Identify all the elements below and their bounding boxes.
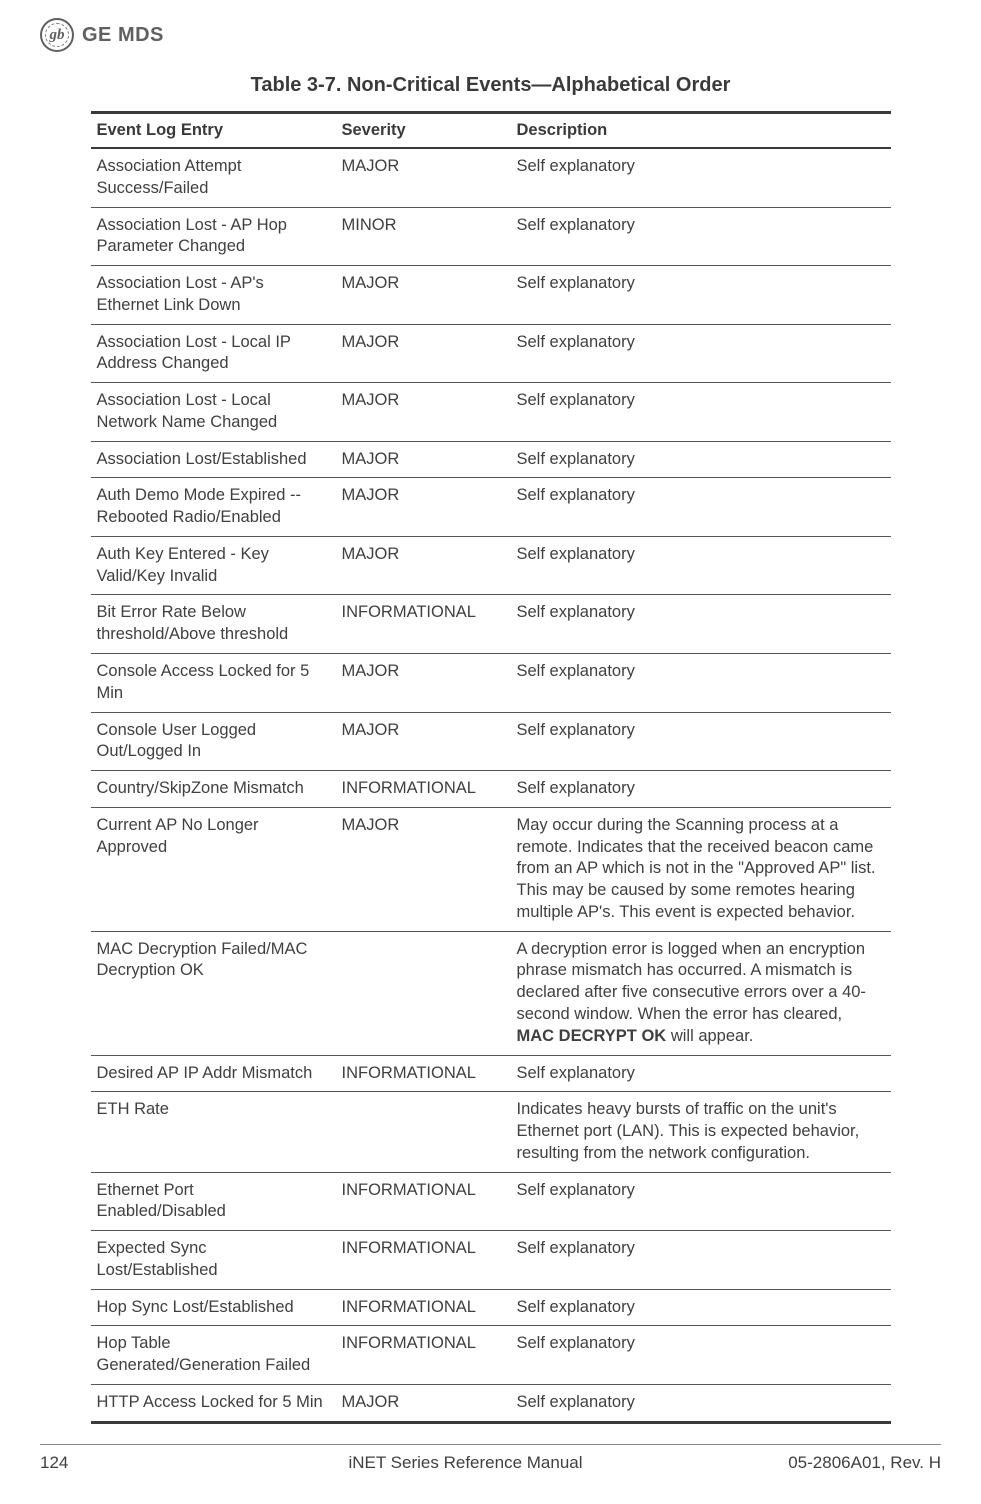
event-log-entry-cell: Expected Sync Lost/Established (91, 1231, 336, 1290)
footer-manual-title: iNET Series Reference Manual (190, 1453, 741, 1473)
severity-cell: INFORMATIONAL (336, 1055, 511, 1092)
description-cell: Self explanatory (511, 1289, 891, 1326)
event-log-entry-cell: Console Access Locked for 5 Min (91, 654, 336, 713)
event-log-entry-cell: Hop Table Generated/Generation Failed (91, 1326, 336, 1385)
table-row: Country/SkipZone MismatchINFORMATIONALSe… (91, 771, 891, 808)
description-cell: Self explanatory (511, 1326, 891, 1385)
event-log-entry-cell: HTTP Access Locked for 5 Min (91, 1384, 336, 1422)
description-cell: Self explanatory (511, 595, 891, 654)
table-row: Bit Error Rate Below threshold/Above thr… (91, 595, 891, 654)
severity-cell (336, 931, 511, 1055)
description-cell: Self explanatory (511, 1231, 891, 1290)
severity-cell: INFORMATIONAL (336, 1289, 511, 1326)
description-cell: Self explanatory (511, 441, 891, 478)
event-log-entry-cell: Auth Key Entered - Key Valid/Key Invalid (91, 536, 336, 595)
col-header-severity: Severity (336, 113, 511, 149)
severity-cell: MAJOR (336, 441, 511, 478)
severity-cell: INFORMATIONAL (336, 1326, 511, 1385)
brand-header: gb GE MDS (40, 18, 941, 52)
col-header-description: Description (511, 113, 891, 149)
event-log-entry-cell: Country/SkipZone Mismatch (91, 771, 336, 808)
table-row: Association Attempt Success/FailedMAJORS… (91, 148, 891, 207)
description-cell: Self explanatory (511, 324, 891, 383)
event-log-entry-cell: Association Lost - AP Hop Parameter Chan… (91, 207, 336, 266)
document-page: gb GE MDS Table 3-7. Non-Critical Events… (0, 0, 981, 1485)
table-row: Auth Demo Mode Expired -- Rebooted Radio… (91, 478, 891, 537)
table-row: Hop Table Generated/Generation FailedINF… (91, 1326, 891, 1385)
event-log-entry-cell: Association Lost - Local Network Name Ch… (91, 383, 336, 442)
description-cell: Self explanatory (511, 1055, 891, 1092)
table-row: Desired AP IP Addr MismatchINFORMATIONAL… (91, 1055, 891, 1092)
description-cell: A decryption error is logged when an enc… (511, 931, 891, 1055)
event-log-entry-cell: Console User Logged Out/Logged In (91, 712, 336, 771)
severity-cell: MAJOR (336, 324, 511, 383)
table-row: ETH Rate Indicates heavy bursts of traffi… (91, 1092, 891, 1172)
description-cell: Self explanatory (511, 207, 891, 266)
severity-cell: MAJOR (336, 383, 511, 442)
severity-cell: INFORMATIONAL (336, 1231, 511, 1290)
table-header-row: Event Log Entry Severity Description (91, 113, 891, 149)
table-row: MAC Decryption Failed/MAC Decryption OK A… (91, 931, 891, 1055)
events-table: Event Log Entry Severity Description Ass… (91, 111, 891, 1424)
col-header-entry: Event Log Entry (91, 113, 336, 149)
event-log-entry-cell: Association Lost/Established (91, 441, 336, 478)
event-log-entry-cell: Hop Sync Lost/Established (91, 1289, 336, 1326)
severity-cell (336, 1092, 511, 1172)
footer-page-number: 124 (40, 1453, 190, 1473)
table-row: Current AP No Longer ApprovedMAJORMay oc… (91, 807, 891, 931)
description-cell: Self explanatory (511, 383, 891, 442)
table-row: Association Lost - Local Network Name Ch… (91, 383, 891, 442)
description-cell: Self explanatory (511, 771, 891, 808)
table-row: Association Lost/EstablishedMAJORSelf ex… (91, 441, 891, 478)
event-log-entry-cell: Ethernet Port Enabled/Disabled (91, 1172, 336, 1231)
brand-name: GE MDS (82, 24, 164, 47)
description-cell: Self explanatory (511, 1172, 891, 1231)
table-title: Table 3-7. Non-Critical Events—Alphabeti… (40, 74, 941, 97)
event-log-entry-cell: MAC Decryption Failed/MAC Decryption OK (91, 931, 336, 1055)
description-cell: Self explanatory (511, 266, 891, 325)
severity-cell: INFORMATIONAL (336, 1172, 511, 1231)
page-footer: 124 iNET Series Reference Manual 05-2806… (40, 1444, 941, 1473)
severity-cell: MAJOR (336, 807, 511, 931)
severity-cell: MAJOR (336, 266, 511, 325)
event-log-entry-cell: Association Attempt Success/Failed (91, 148, 336, 207)
severity-cell: MAJOR (336, 478, 511, 537)
description-cell: Self explanatory (511, 478, 891, 537)
event-log-entry-cell: Association Lost - AP's Ethernet Link Do… (91, 266, 336, 325)
severity-cell: MAJOR (336, 1384, 511, 1422)
description-cell: Self explanatory (511, 1384, 891, 1422)
description-cell: Self explanatory (511, 712, 891, 771)
event-log-entry-cell: Current AP No Longer Approved (91, 807, 336, 931)
severity-cell: INFORMATIONAL (336, 771, 511, 808)
description-cell: Self explanatory (511, 148, 891, 207)
event-log-entry-cell: Bit Error Rate Below threshold/Above thr… (91, 595, 336, 654)
table-row: Association Lost - AP's Ethernet Link Do… (91, 266, 891, 325)
severity-cell: MAJOR (336, 148, 511, 207)
severity-cell: INFORMATIONAL (336, 595, 511, 654)
severity-cell: MAJOR (336, 536, 511, 595)
event-log-entry-cell: ETH Rate (91, 1092, 336, 1172)
table-row: Console Access Locked for 5 MinMAJORSelf… (91, 654, 891, 713)
table-row: Expected Sync Lost/EstablishedINFORMATIO… (91, 1231, 891, 1290)
description-cell: Indicates heavy bursts of traffic on the… (511, 1092, 891, 1172)
severity-cell: MAJOR (336, 712, 511, 771)
description-cell: Self explanatory (511, 536, 891, 595)
table-row: Auth Key Entered - Key Valid/Key Invalid… (91, 536, 891, 595)
severity-cell: MINOR (336, 207, 511, 266)
table-row: HTTP Access Locked for 5 MinMAJORSelf ex… (91, 1384, 891, 1422)
table-row: Association Lost - AP Hop Parameter Chan… (91, 207, 891, 266)
severity-cell: MAJOR (336, 654, 511, 713)
table-row: Ethernet Port Enabled/DisabledINFORMATIO… (91, 1172, 891, 1231)
description-cell: May occur during the Scanning process at… (511, 807, 891, 931)
description-cell: Self explanatory (511, 654, 891, 713)
event-log-entry-cell: Association Lost - Local IP Address Chan… (91, 324, 336, 383)
event-log-entry-cell: Desired AP IP Addr Mismatch (91, 1055, 336, 1092)
footer-doc-rev: 05-2806A01, Rev. H (741, 1453, 941, 1473)
table-row: Hop Sync Lost/EstablishedINFORMATIONALSe… (91, 1289, 891, 1326)
event-log-entry-cell: Auth Demo Mode Expired -- Rebooted Radio… (91, 478, 336, 537)
ge-logo-icon: gb (40, 18, 74, 52)
table-row: Console User Logged Out/Logged InMAJORSe… (91, 712, 891, 771)
table-row: Association Lost - Local IP Address Chan… (91, 324, 891, 383)
